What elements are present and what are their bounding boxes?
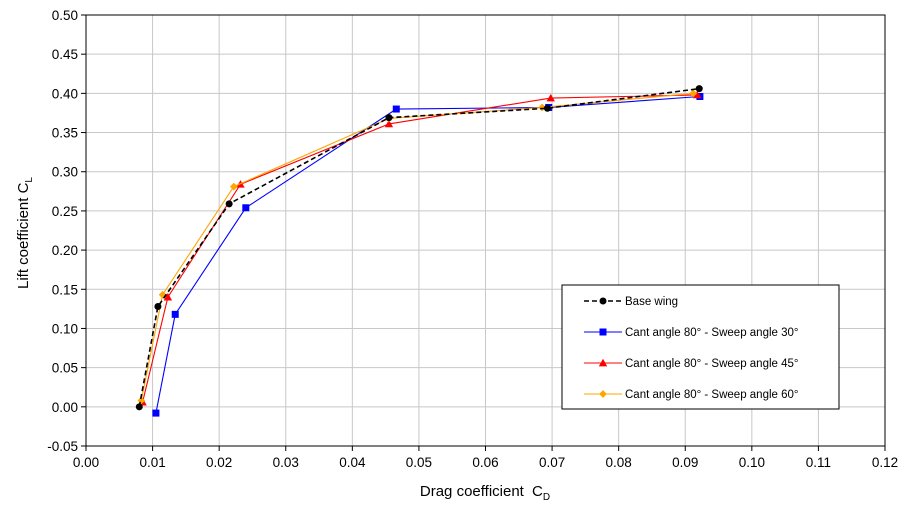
- series-1-point: [385, 114, 393, 122]
- series-3-point: [163, 292, 173, 301]
- x-tick-label: 0.00: [73, 455, 99, 470]
- y-tick-label: 0.00: [52, 400, 78, 415]
- x-tick-label: 0.01: [139, 455, 165, 470]
- x-tick-label: 0.03: [273, 455, 299, 470]
- y-tick-label: 0.40: [52, 86, 78, 101]
- series-1-point: [695, 85, 703, 93]
- legend-marker: [598, 358, 608, 367]
- x-axis-title-base: C: [532, 483, 543, 500]
- axis-layer: 0.00 0.01 0.02 0.03 0.04 0.05 0.06 0.07 0.08 0.09…: [47, 8, 898, 470]
- y-tick-label: 0.50: [52, 8, 78, 23]
- legend-label: Cant angle 80° - Sweep angle 45°: [625, 358, 799, 370]
- y-axis-title: Lift coefficient CL: [15, 177, 35, 289]
- series-3-point: [546, 93, 555, 102]
- y-axis-title-subscript: L: [24, 177, 35, 183]
- series-1-point: [135, 403, 143, 411]
- series-3-point: [693, 90, 702, 99]
- x-tick-label: 0.12: [872, 455, 898, 470]
- legend-marker: [599, 328, 607, 336]
- series-2-point: [242, 204, 250, 212]
- series-1-line: [138, 87, 700, 407]
- x-tick-label: 0.08: [606, 455, 632, 470]
- series-2-point: [171, 310, 179, 318]
- y-tick-label: 0.45: [52, 47, 78, 62]
- series-3-point: [384, 119, 394, 128]
- x-axis-title: Drag coefficient CD: [420, 483, 550, 502]
- y-tick-label: -0.05: [47, 439, 78, 454]
- x-tick-label: 0.09: [672, 455, 698, 470]
- y-tick-label: 0.35: [52, 126, 78, 141]
- y-axis-title-base: Lift coefficient C: [15, 182, 32, 289]
- y-tick-label: 0.25: [52, 204, 78, 219]
- series-1-point: [225, 200, 233, 208]
- series-4-point: [538, 103, 546, 112]
- x-tick-label: 0.11: [806, 455, 831, 470]
- plot-border: [85, 14, 886, 447]
- x-tick-label: 0.06: [472, 455, 498, 470]
- series-4-point: [689, 89, 698, 98]
- x-tick-label: 0.05: [406, 455, 432, 470]
- series-2-line: [155, 95, 700, 414]
- grid-layer: [86, 15, 885, 446]
- x-tick-label: 0.10: [739, 455, 765, 470]
- legend: Base wing Cant angle 80° - Sweep angle 30…: [561, 284, 840, 410]
- x-tick-label: 0.07: [539, 455, 565, 470]
- legend-label: Base wing: [625, 296, 678, 308]
- y-tick-label: 0.05: [52, 361, 78, 376]
- legend-marker: [599, 390, 607, 398]
- legend-box: [561, 284, 840, 410]
- series-1-point: [543, 104, 551, 112]
- y-tick-label: 0.30: [52, 165, 78, 180]
- series-2-point: [152, 409, 160, 417]
- series-1-point: [154, 303, 162, 311]
- x-tick-label: 0.04: [339, 455, 366, 470]
- legend-marker: [599, 297, 607, 305]
- series-layer: [135, 85, 704, 417]
- legend-label: Cant angle 80° - Sweep angle 60°: [625, 389, 799, 401]
- x-tick-label: 0.02: [206, 455, 232, 470]
- series-2-point: [392, 105, 400, 113]
- y-tick-label: 0.10: [52, 321, 78, 336]
- legend-label: Cant angle 80° - Sweep angle 30°: [625, 327, 799, 339]
- x-axis-title-text: Drag coefficient: [420, 483, 525, 500]
- x-axis-title-subscript: D: [543, 492, 550, 502]
- y-tick-label: 0.20: [52, 243, 78, 258]
- y-tick-label: 0.15: [52, 282, 78, 297]
- series-3-line: [142, 94, 698, 403]
- series-4-point: [229, 182, 238, 191]
